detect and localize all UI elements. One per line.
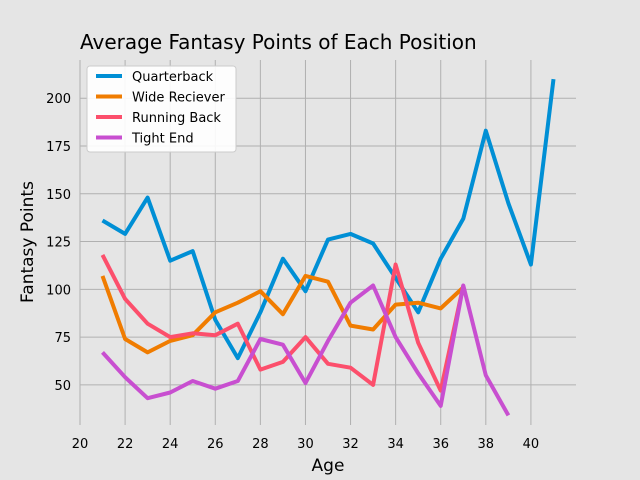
legend: Quarterback Wide Reciever Running Back Tigh… [86,65,237,153]
x-axis-label: Age [312,456,345,476]
y-axis-label: Fantasy Points [18,181,38,303]
y-tick-label: 100 [46,283,71,298]
chart-title: Average Fantasy Points of Each Position [80,30,477,54]
legend-label-running-back: Running Back [132,111,221,126]
series-line-running-back [100,253,466,393]
y-tick-label: 175 [46,140,71,155]
x-tick-label: 20 [72,437,89,452]
legend-label-tight-end: Tight End [131,132,194,147]
x-tick-label: 32 [342,437,359,452]
series-line-wide-reciever [100,273,465,355]
x-tick-labels: 20 22 24 26 28 30 32 34 36 38 40 [72,437,539,452]
legend-box [86,65,237,153]
x-tick-label: 28 [252,437,269,452]
x-tick-label: 40 [523,437,540,452]
x-tick-label: 24 [162,437,179,452]
y-tick-label: 125 [46,236,71,251]
y-tick-label: 150 [46,188,71,203]
x-tick-label: 30 [297,437,314,452]
x-tick-label: 22 [117,437,134,452]
series-lines [100,78,556,417]
series-line-tight-end [101,283,511,417]
x-tick-label: 26 [207,437,224,452]
x-tick-label: 38 [478,437,495,452]
x-tick-label: 34 [387,437,404,452]
y-tick-label: 75 [54,331,71,346]
y-tick-label: 50 [54,379,71,394]
legend-label-quarterback: Quarterback [132,70,214,85]
y-tick-label: 200 [46,92,71,107]
series-line-quarterback [101,78,556,361]
legend-label-wide-reciever: Wide Reciever [132,91,225,106]
y-tick-labels: 50 75 100 125 150 175 200 [46,92,71,394]
x-tick-label: 36 [432,437,449,452]
